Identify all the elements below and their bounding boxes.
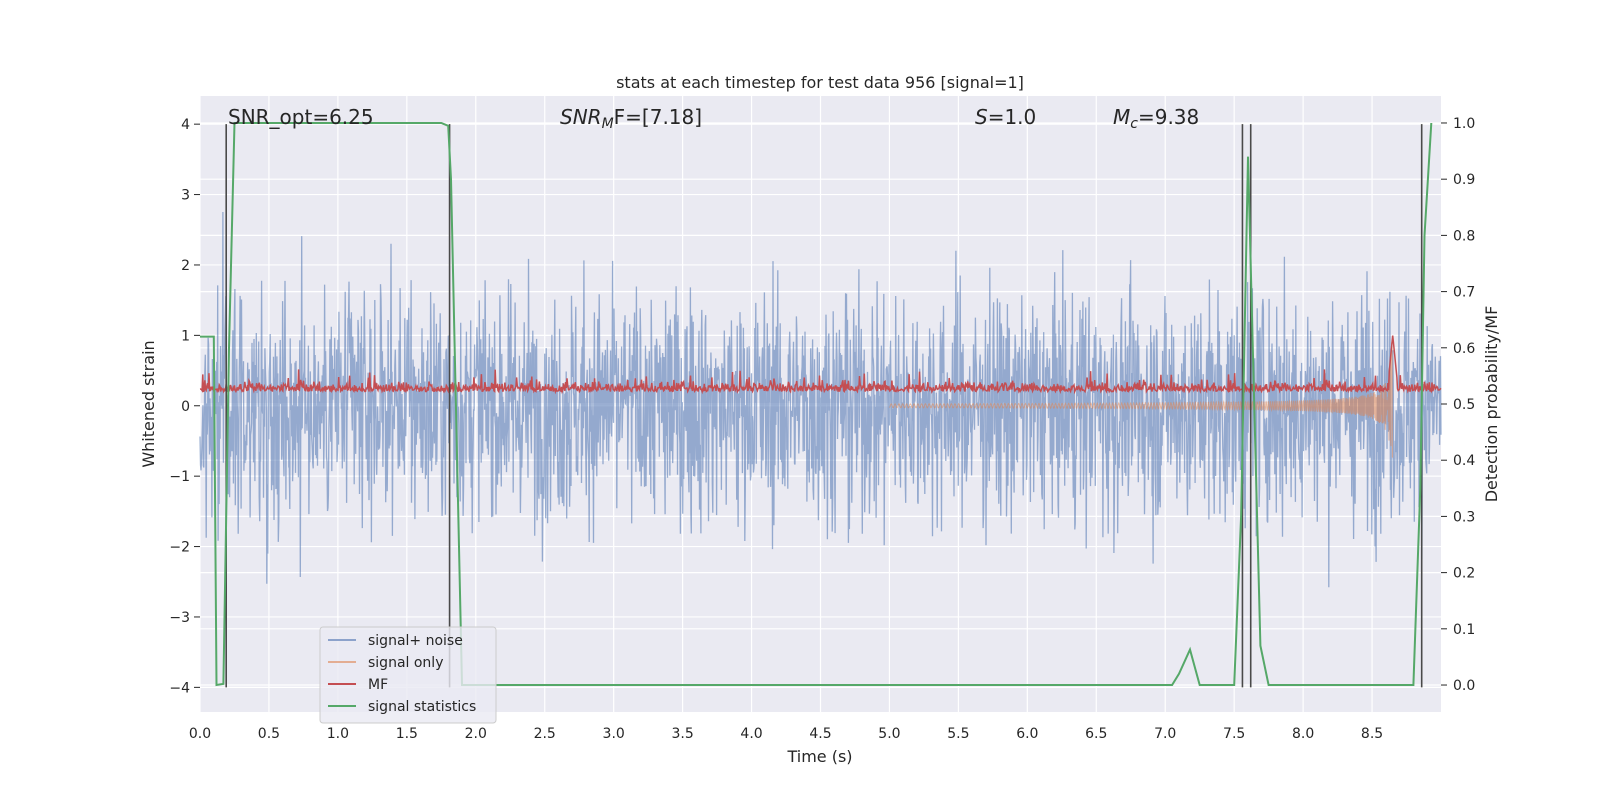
- line-signal-statistics: [200, 122, 1433, 687]
- y-right-tick-label: 0.9: [1453, 172, 1475, 188]
- y-right-tick-label: 0.1: [1453, 622, 1475, 638]
- legend-label-mf: MF: [368, 677, 388, 693]
- legend: signal+ noise signal only MF signal stat…: [319, 626, 497, 724]
- annotation-s-main: S: [975, 105, 988, 129]
- x-axis-label: Time (s): [786, 747, 852, 766]
- x-tick-label: 6.0: [1016, 726, 1038, 742]
- y-ticks-right: 1.0 0.9 0.8 0.7 0.6 0.5 0.4 0.3 0.2 0.1 0.0: [1441, 116, 1475, 694]
- x-tick-label: 4.5: [809, 726, 831, 742]
- x-tick-label: 2.5: [534, 726, 556, 742]
- legend-box: [319, 626, 497, 724]
- y-tick-label: −4: [169, 680, 190, 696]
- y-tick-label: 1: [181, 328, 190, 344]
- x-tick-label: 4.0: [740, 726, 762, 742]
- annotation-snr-mf-main: SNR: [560, 105, 602, 129]
- annotation-snr-mf-rest: F=[7.18]: [614, 105, 702, 129]
- annotation-mc-rest: =9.38: [1138, 105, 1199, 129]
- y-axis-label-left: Whitened strain: [139, 340, 158, 467]
- x-tick-label: 8.0: [1292, 726, 1314, 742]
- x-tick-label: 8.5: [1361, 726, 1383, 742]
- x-tick-label: 0.0: [189, 726, 211, 742]
- annotation-snr-mf: SNRMF=[7.18]: [560, 105, 702, 132]
- series-signal-statistics: [200, 122, 1433, 687]
- y-ticks-left: 4 3 2 1 0 −1 −2 −3 −4: [169, 117, 200, 696]
- series-signal-noise: [199, 211, 1442, 588]
- x-tick-label: 3.5: [671, 726, 693, 742]
- y-tick-label: −2: [169, 540, 190, 556]
- annotation-s-rest: =1.0: [988, 105, 1037, 129]
- annotation-snr-opt: SNR_opt=6.25: [228, 105, 374, 129]
- x-tick-label: 7.5: [1223, 726, 1245, 742]
- x-tick-label: 1.0: [327, 726, 349, 742]
- x-tick-label: 6.5: [1085, 726, 1107, 742]
- y-tick-label: −3: [169, 610, 190, 626]
- x-tick-label: 5.0: [878, 726, 900, 742]
- x-tick-label: 2.0: [465, 726, 487, 742]
- y-right-tick-label: 0.2: [1453, 566, 1475, 582]
- x-tick-label: 3.0: [603, 726, 625, 742]
- annotation-s: S=1.0: [975, 105, 1036, 129]
- annotation-mc-sub: c: [1130, 116, 1138, 132]
- series-signal-only: [889, 342, 1394, 458]
- chart-title: stats at each timestep for test data 956…: [616, 73, 1024, 92]
- x-tick-label: 0.5: [258, 726, 280, 742]
- x-tick-label: 7.0: [1154, 726, 1176, 742]
- line-signal-only: [889, 342, 1394, 458]
- line-signal-noise: [199, 211, 1442, 588]
- x-ticks: 0.0 0.5 1.0 1.5 2.0 2.5 3.0 3.5 4.0 4.5 5.0 5.5 6.0 6…: [189, 726, 1383, 742]
- y-right-tick-label: 0.5: [1453, 397, 1475, 413]
- y-tick-label: 4: [181, 117, 190, 133]
- annotation-mc-main: M: [1113, 105, 1130, 129]
- y-right-tick-label: 1.0: [1453, 116, 1475, 132]
- y-axis-label-right: Detection probability/MF: [1482, 306, 1501, 503]
- legend-label-signal-noise: signal+ noise: [368, 633, 463, 649]
- annotation-mc: Mc=9.38: [1113, 105, 1199, 132]
- y-right-tick-label: 0.4: [1453, 453, 1475, 469]
- x-tick-label: 1.5: [396, 726, 418, 742]
- y-right-tick-label: 0.3: [1453, 509, 1475, 525]
- line-mf: [199, 335, 1442, 395]
- y-right-tick-label: 0.0: [1453, 678, 1475, 694]
- series-mf: [199, 335, 1442, 395]
- y-tick-label: −1: [169, 469, 190, 485]
- y-right-tick-label: 0.6: [1453, 341, 1475, 357]
- y-tick-label: 0: [181, 399, 190, 415]
- annotation-snr-mf-sub: M: [602, 116, 614, 132]
- legend-label-signal-only: signal only: [368, 655, 443, 671]
- y-tick-label: 2: [181, 258, 190, 274]
- y-right-tick-label: 0.8: [1453, 228, 1475, 244]
- y-tick-label: 3: [181, 188, 190, 204]
- x-tick-label: 5.5: [947, 726, 969, 742]
- legend-label-signal-statistics: signal statistics: [368, 699, 476, 715]
- y-right-tick-label: 0.7: [1453, 285, 1475, 301]
